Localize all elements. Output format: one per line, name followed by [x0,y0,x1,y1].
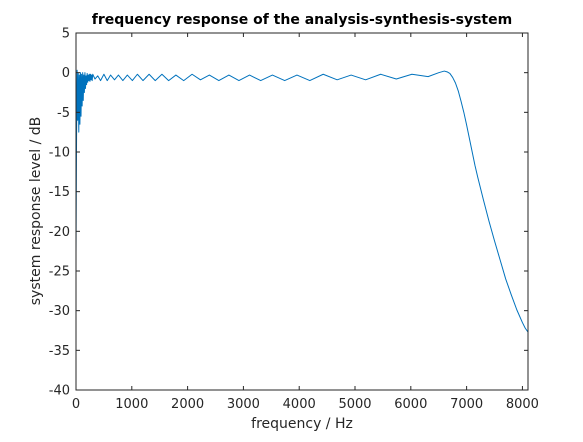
y-tick-label: -25 [49,265,70,280]
y-tick-label: -10 [49,146,70,161]
y-tick-label: -5 [57,106,70,121]
x-tick-label: 6000 [394,397,427,412]
x-axis-ticks: 0 1000 2000 3000 4000 5000 6000 7000 8000 [72,33,539,412]
x-tick-label: 5000 [338,397,371,412]
axes-box [75,32,529,391]
x-tick-label: 1000 [115,397,148,412]
x-tick-label: 3000 [227,397,260,412]
series-layer [75,69,529,333]
x-tick-label: 2000 [171,397,204,412]
y-tick-label: -35 [49,344,70,359]
x-tick-label: 8000 [506,397,539,412]
x-tick-label: 7000 [450,397,483,412]
y-tick-label: 5 [62,27,70,42]
x-tick-label: 4000 [283,397,316,412]
x-axis-label: frequency / Hz [251,416,353,432]
chart-title: frequency response of the analysis-synth… [92,12,512,28]
y-tick-label: -40 [49,384,70,399]
y-axis-ticks: 5 0 -5 -10 -15 -20 -25 -30 -35 -40 [49,27,528,399]
y-tick-label: -30 [49,304,70,319]
x-tick-label: 0 [72,397,80,412]
y-tick-label: -20 [49,225,70,240]
series-line [75,69,529,333]
plot-area [76,33,528,390]
y-axis-label: system response level / dB [28,117,44,306]
y-tick-label: -15 [49,185,70,200]
y-tick-label: 0 [62,66,70,81]
